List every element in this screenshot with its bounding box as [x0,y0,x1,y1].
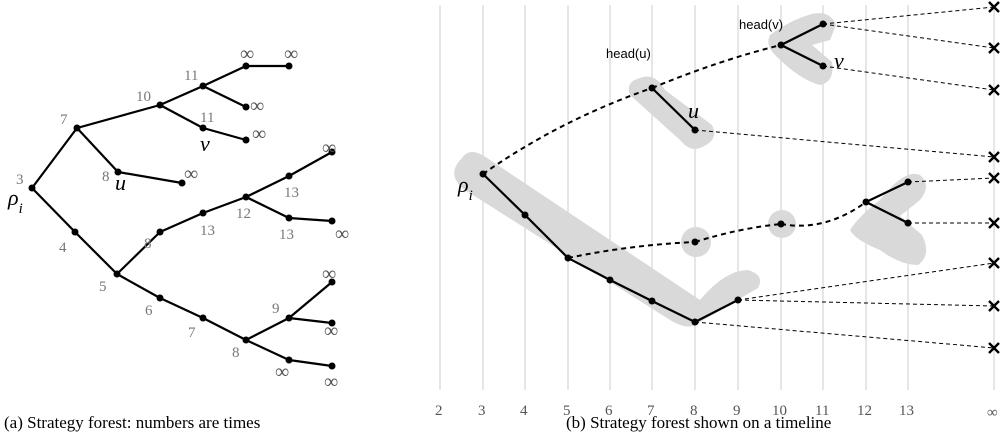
a-infinity-2: ∞ [284,43,298,65]
a-infinity-3: ∞ [250,95,264,117]
a-infinity-5: ∞ [184,163,198,185]
a-time-9: 9 [272,301,280,317]
a-time-3: 3 [16,172,24,188]
timeline-dashed-edges [482,44,867,259]
tick-13: 13 [899,403,914,419]
a-time-5: 5 [99,279,107,295]
a-infinity-7: ∞ [335,223,349,245]
a-time-10: 10 [136,89,151,105]
tick-2: 2 [435,403,443,419]
timeline-infinity-edges [694,6,995,349]
tick-7: 7 [647,403,655,419]
panel-a-tree [28,62,336,370]
tick-10: 10 [772,403,787,419]
infinity-markers [988,1,1000,354]
b-node-v-label: v [834,48,844,73]
a-root-label: ρi [7,185,23,217]
tick-12: 12 [857,403,872,419]
tick-6: 6 [605,403,613,419]
tick-3: 3 [478,403,486,419]
a-time-4: 4 [59,240,67,256]
tick-8: 8 [690,403,698,419]
a-node-u-label: u [115,170,126,195]
timeline-ticks: 2 3 4 5 6 7 8 9 10 11 12 13 ∞ [435,403,998,421]
a-infinity-1: ∞ [240,43,254,65]
a-time-7-lower: 7 [188,325,196,341]
a-time-11-bottom: 11 [200,110,214,126]
b-node-u-label: u [688,98,699,123]
b-root-label: ρi [457,172,473,204]
a-node-v-label: v [200,131,210,156]
a-time-10-right: 13 [200,223,215,239]
a-infinity-9: ∞ [324,320,338,342]
caption-b: (b) Strategy forest shown on a timeline [566,413,831,432]
a-time-13-top: 13 [284,185,299,201]
tick-9: 9 [733,403,741,419]
a-time-8-lower: 8 [232,345,240,361]
a-infinity-11: ∞ [324,371,338,393]
a-infinity-6: ∞ [322,137,336,159]
head-u-label: head(u) [606,46,651,61]
a-infinity-4: ∞ [252,123,266,145]
tick-11: 11 [815,403,829,419]
a-time-11-top: 11 [184,68,198,84]
a-time-7: 7 [60,112,68,128]
a-time-12: 12 [236,206,251,222]
a-time-6: 6 [145,303,153,319]
a-infinity-8: ∞ [322,263,336,285]
a-time-8-right: 8 [144,236,152,252]
a-time-8: 8 [102,169,110,185]
tick-4: 4 [520,403,528,419]
caption-a: (a) Strategy forest: numbers are times [4,413,260,432]
head-v-label: head(v) [739,17,783,32]
tick-infinity: ∞ [987,405,998,421]
timeline-nodes [479,20,912,326]
tick-5: 5 [563,403,571,419]
a-time-13-bottom: 13 [279,227,294,243]
a-infinity-10: ∞ [275,361,289,383]
